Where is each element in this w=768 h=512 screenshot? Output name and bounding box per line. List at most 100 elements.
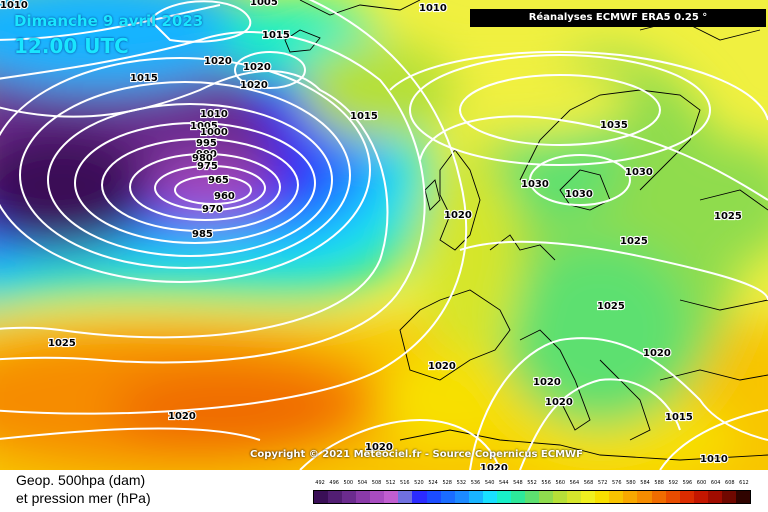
map-time: 12.00 UTC	[14, 34, 129, 58]
isobar-label: 1025	[714, 211, 742, 222]
isobar-label: 1030	[521, 179, 549, 190]
scale-tick-label: 564	[569, 480, 580, 486]
scale-tick-label: 504	[357, 480, 368, 486]
scale-tick-label: 584	[640, 480, 650, 486]
scale-swatch	[370, 491, 385, 503]
scale-tick-label: 552	[527, 480, 537, 486]
scale-swatch	[651, 491, 666, 503]
geopotential-field	[0, 0, 768, 470]
copyright-text: Copyright © 2021 Meteociel.fr - Source C…	[250, 449, 583, 460]
isobar-label: 995	[196, 138, 217, 149]
map-date: Dimanche 9 avril 2023	[14, 12, 204, 30]
scale-tick-label: 516	[400, 480, 410, 486]
scale-swatch	[623, 491, 638, 503]
scale-tick-label: 492	[315, 480, 325, 486]
isobar-label: 1025	[48, 338, 76, 349]
scale-swatch	[679, 491, 694, 503]
isobar-label: 1015	[665, 412, 693, 423]
scale-tick-label: 612	[739, 480, 749, 486]
scale-tick-label: 548	[513, 480, 523, 486]
scale-swatch	[454, 491, 469, 503]
isobar-label: 1005	[250, 0, 278, 8]
isobar-label: 1005	[190, 121, 218, 132]
scale-swatch	[665, 491, 680, 503]
isobars	[0, 0, 768, 470]
isobar-label: 1025	[597, 301, 625, 312]
isobar-label: 1010	[0, 0, 28, 11]
scale-tick-label: 536	[470, 480, 481, 486]
color-scale-bar	[313, 490, 751, 504]
weather-map: 1010 1005 1015 1020 1020 1020 1015 1010 …	[0, 0, 768, 470]
scale-tick-label: 604	[710, 480, 721, 486]
isobar-label: 1035	[600, 120, 628, 131]
legend-line-pressure: et pression mer (hPa)	[16, 490, 151, 506]
isobar-label: 1015	[350, 111, 378, 122]
isobar-label: 1030	[565, 189, 593, 200]
scale-tick-label: 524	[428, 480, 438, 486]
isobar-label: 965	[208, 175, 229, 186]
scale-swatch	[581, 491, 596, 503]
scale-swatch	[496, 491, 511, 503]
scale-tick-label: 496	[329, 480, 339, 486]
scale-tick-label: 588	[654, 480, 664, 486]
scale-tick-label: 568	[583, 480, 594, 486]
isobar-label: 1020	[243, 62, 271, 73]
scale-swatch	[412, 491, 427, 503]
isobar-label: 980	[192, 153, 213, 164]
scale-swatch	[539, 491, 554, 503]
scale-tick-label: 608	[725, 480, 735, 486]
scale-tick-label: 600	[696, 480, 707, 486]
scale-tick-label: 572	[597, 480, 608, 486]
isobar-label: 975	[197, 161, 218, 172]
isobar-label: 1020	[168, 411, 196, 422]
scale-swatch	[609, 491, 624, 503]
isobar-label: 1020	[365, 442, 393, 453]
scale-swatch	[553, 491, 568, 503]
color-scale-labels: 492 496 500 504 508 512 516 520 524 528 532 536 540 5…	[313, 480, 751, 489]
scale-swatch	[314, 491, 329, 503]
scale-swatch	[468, 491, 483, 503]
scale-tick-label: 576	[611, 480, 622, 486]
isobar-label: 1020	[480, 463, 508, 470]
scale-swatch	[721, 491, 736, 503]
scale-tick-label: 500	[343, 480, 354, 486]
scale-tick-label: 556	[541, 480, 551, 486]
scale-tick-label: 540	[484, 480, 495, 486]
isobar-label: 1010	[419, 3, 447, 14]
scale-swatch	[328, 491, 343, 503]
scale-tick-label: 520	[414, 480, 424, 486]
scale-swatch	[567, 491, 582, 503]
scale-swatch	[440, 491, 455, 503]
isobar-label: 1015	[262, 30, 290, 41]
source-label: Réanalyses ECMWF ERA5 0.25 °	[470, 9, 766, 27]
isobar-label: 1010	[700, 454, 728, 465]
scale-swatch	[595, 491, 610, 503]
scale-tick-label: 560	[555, 480, 566, 486]
scale-tick-label: 544	[498, 480, 509, 486]
scale-swatch	[510, 491, 525, 503]
scale-swatch	[426, 491, 441, 503]
scale-tick-label: 532	[456, 480, 467, 486]
scale-tick-label: 528	[442, 480, 452, 486]
scale-tick-label: 512	[385, 480, 396, 486]
isobar-label: 1020	[428, 361, 456, 372]
scale-swatch	[707, 491, 722, 503]
isobar-label: 1020	[204, 56, 232, 67]
isobar-label: 1030	[625, 167, 653, 178]
isobar-label: 1020	[240, 80, 268, 91]
scale-tick-label: 580	[626, 480, 636, 486]
coastlines	[284, 0, 768, 461]
scale-swatch	[384, 491, 399, 503]
isobar-label: 985	[192, 229, 213, 240]
scale-swatch	[342, 491, 357, 503]
isobar-label: 990	[196, 149, 217, 160]
isobar-label: 1000	[200, 127, 228, 138]
isobar-label: 970	[202, 204, 223, 215]
scale-swatch	[524, 491, 539, 503]
scale-swatch	[637, 491, 652, 503]
scale-swatch	[735, 491, 750, 503]
isobar-label: 960	[214, 191, 235, 202]
isobar-label: 1025	[620, 236, 648, 247]
isobar-label: 1015	[130, 73, 158, 84]
isobar-label: 1020	[643, 348, 671, 359]
